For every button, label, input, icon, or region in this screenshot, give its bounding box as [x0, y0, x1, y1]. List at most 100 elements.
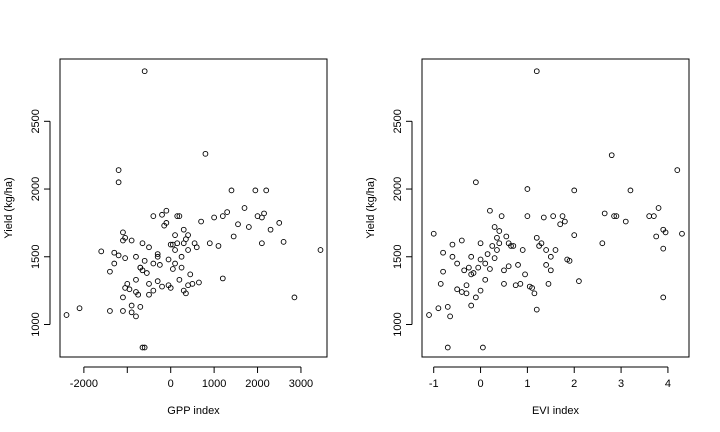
gpp-point	[185, 247, 191, 253]
evi-point	[440, 249, 446, 256]
gpp-point	[120, 229, 126, 236]
evi-point	[444, 344, 451, 351]
gpp-point	[280, 239, 287, 245]
gpp-point	[174, 240, 181, 247]
gpp-point	[246, 224, 252, 230]
evi-point	[482, 276, 489, 283]
gpp-point	[230, 233, 237, 240]
gpp-point	[187, 271, 194, 278]
gpp-y-axis-label: Yield (kg/ha)	[3, 177, 15, 238]
evi-point	[498, 213, 505, 219]
evi-point	[601, 210, 608, 217]
evi-y-tick-label: 2500	[392, 109, 404, 133]
evi-point	[440, 268, 446, 275]
gpp-y-tick-label: 2000	[30, 177, 42, 201]
evi-point	[487, 207, 493, 214]
gpp-point	[163, 220, 170, 226]
evi-point	[501, 267, 507, 274]
gpp-point	[159, 211, 165, 218]
gpp-y-tick-label: 1000	[30, 312, 42, 336]
evi-point	[458, 289, 465, 295]
gpp-point	[165, 256, 172, 263]
evi-plot-frame	[421, 58, 690, 358]
gpp-point	[98, 248, 105, 255]
evi-point	[508, 243, 514, 249]
evi-point	[531, 290, 538, 297]
gpp-point	[219, 213, 226, 219]
gpp-point	[128, 309, 135, 316]
gpp-point	[146, 244, 152, 251]
gpp-point	[122, 234, 128, 241]
evi-point	[576, 278, 582, 284]
evi-point	[477, 256, 484, 263]
evi-point	[524, 213, 531, 219]
evi-point	[496, 240, 503, 247]
gpp-point	[128, 302, 135, 309]
gpp-point	[211, 214, 217, 221]
gpp-point	[139, 240, 146, 247]
evi-point	[557, 221, 564, 228]
evi-points	[426, 68, 685, 351]
evi-point	[463, 282, 470, 289]
evi-point	[480, 344, 486, 351]
gpp-point	[107, 308, 113, 314]
gpp-point	[196, 279, 202, 286]
gpp-point	[128, 237, 135, 244]
gpp-point	[172, 260, 178, 267]
evi-point	[562, 218, 568, 225]
gpp-point	[167, 241, 174, 248]
gpp-x-tick-label: 1000	[202, 378, 226, 390]
evi-point	[491, 224, 498, 230]
gpp-point	[178, 264, 185, 271]
evi-point	[477, 240, 484, 247]
evi-point	[679, 230, 685, 237]
evi-point	[529, 285, 535, 291]
gpp-point	[137, 304, 144, 310]
evi-x-tick-label: 1	[524, 378, 530, 390]
evi-point	[674, 167, 681, 173]
evi-x-tick-label: -1	[429, 378, 439, 390]
gpp-point	[219, 275, 226, 282]
evi-point	[515, 262, 521, 268]
gpp-point	[189, 281, 196, 287]
evi-x-tick-label: 2	[571, 378, 577, 390]
evi-x-tick-label: 0	[477, 378, 483, 390]
evi-point	[477, 287, 484, 294]
evi-point	[552, 247, 559, 253]
evi-point	[449, 241, 456, 248]
evi-point	[503, 233, 510, 240]
gpp-x-tick-label: 3000	[289, 378, 313, 390]
evi-point	[426, 312, 432, 318]
gpp-point	[206, 240, 213, 247]
evi-point	[550, 213, 557, 219]
gpp-point	[115, 252, 122, 259]
gpp-point	[235, 221, 241, 228]
gpp-point	[133, 313, 139, 320]
evi-point	[662, 229, 669, 236]
evi-y-axis-label: Yield (kg/ha)	[365, 177, 377, 238]
evi-point	[430, 230, 437, 237]
evi-point	[463, 290, 470, 297]
evi-point	[566, 257, 573, 264]
gpp-point	[154, 253, 161, 260]
evi-point	[489, 243, 496, 249]
gpp-point	[133, 276, 139, 283]
evi-point	[653, 233, 660, 240]
evi-point	[543, 262, 549, 268]
evi-point	[646, 213, 653, 219]
evi-point	[458, 237, 465, 244]
evi-point	[444, 304, 451, 310]
evi-point	[533, 234, 540, 241]
gpp-point	[261, 210, 267, 217]
gpp-point	[139, 344, 146, 351]
gpp-y-tick-label: 2500	[30, 109, 42, 133]
evi-y-axis: 1000 1500 2000 2500	[392, 109, 413, 337]
evi-point	[660, 294, 667, 301]
gpp-point	[185, 232, 191, 238]
evi-point	[494, 247, 500, 253]
evi-point	[651, 213, 657, 219]
evi-x-tick-label: 3	[618, 378, 624, 390]
evi-point	[468, 302, 475, 309]
evi-point	[496, 228, 503, 234]
